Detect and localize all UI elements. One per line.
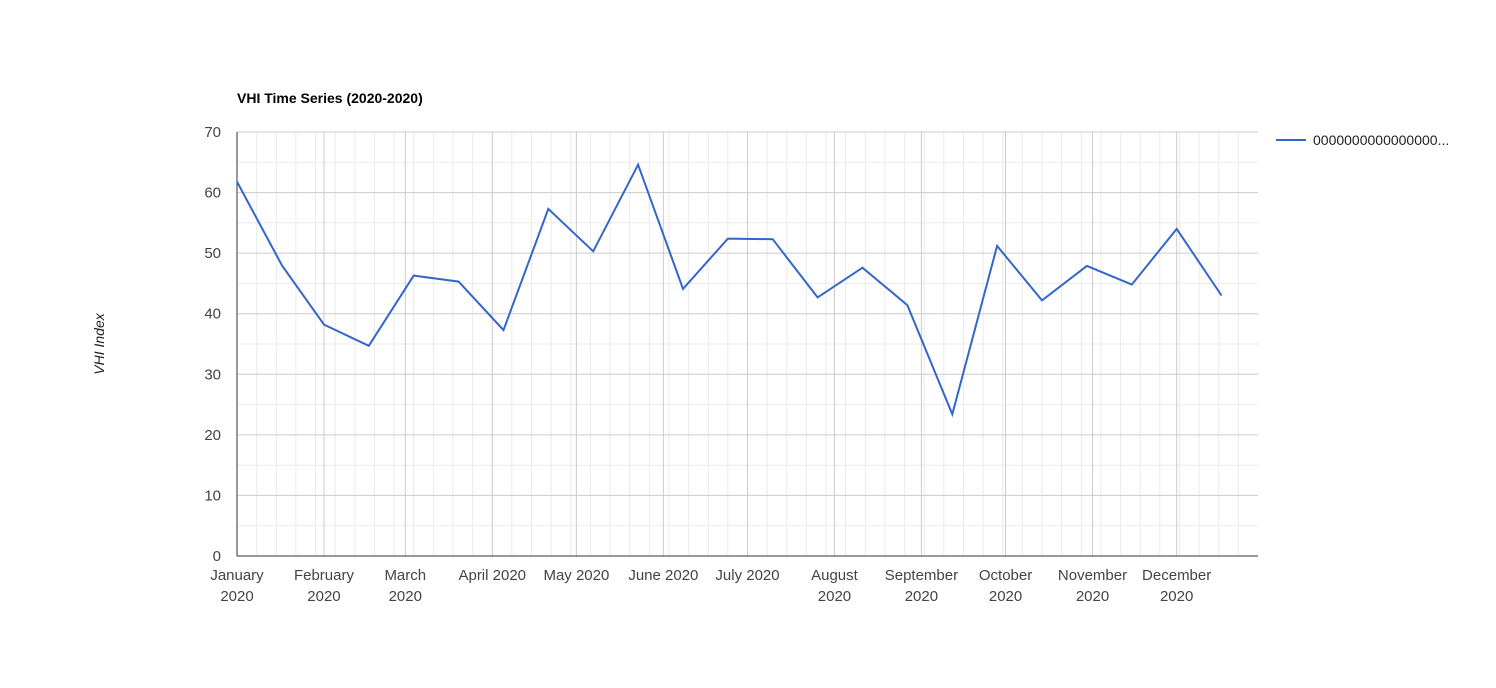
x-axis-tick-labels: January 2020 February 2020 March 2020 April 20… — [210, 567, 1211, 605]
y-tick-label: 20 — [204, 427, 221, 444]
y-tick-label: 60 — [204, 185, 221, 202]
y-tick-label: 0 — [213, 548, 221, 565]
x-tick-label: January — [210, 567, 264, 584]
x-tick-label: May 2020 — [543, 567, 609, 584]
x-tick-label: 2020 — [905, 588, 938, 605]
y-axis-tick-labels: 0 10 20 30 40 50 60 70 — [204, 124, 221, 565]
x-tick-label: 2020 — [389, 588, 422, 605]
x-tick-label: 2020 — [1160, 588, 1193, 605]
series-line[interactable] — [236, 162, 1223, 418]
x-tick-label: December — [1142, 567, 1211, 584]
y-tick-label: 50 — [204, 245, 221, 262]
x-tick-label: July 2020 — [715, 567, 779, 584]
x-tick-label: August — [811, 567, 859, 584]
x-tick-label: October — [979, 567, 1032, 584]
x-tick-label: April 2020 — [458, 567, 526, 584]
x-tick-label: 2020 — [307, 588, 340, 605]
y-tick-label: 40 — [204, 306, 221, 323]
x-tick-label: 2020 — [1076, 588, 1109, 605]
x-tick-label: 2020 — [818, 588, 851, 605]
x-tick-label: February — [294, 567, 355, 584]
y-tick-label: 70 — [204, 124, 221, 141]
minor-gridlines — [237, 132, 1258, 556]
x-tick-label: March — [384, 567, 426, 584]
legend-label: 0000000000000000... — [1313, 132, 1449, 148]
major-gridlines — [237, 131, 1258, 556]
legend[interactable]: 0000000000000000... — [1276, 132, 1449, 148]
y-tick-label: 30 — [204, 366, 221, 383]
x-tick-label: 2020 — [220, 588, 253, 605]
x-tick-label: September — [885, 567, 958, 584]
x-tick-label: June 2020 — [628, 567, 698, 584]
chart-title: VHI Time Series (2020-2020) — [237, 90, 423, 106]
x-tick-label: 2020 — [989, 588, 1022, 605]
y-tick-label: 10 — [204, 487, 221, 504]
y-axis-label: VHI Index — [91, 312, 107, 374]
x-tick-label: November — [1058, 567, 1127, 584]
